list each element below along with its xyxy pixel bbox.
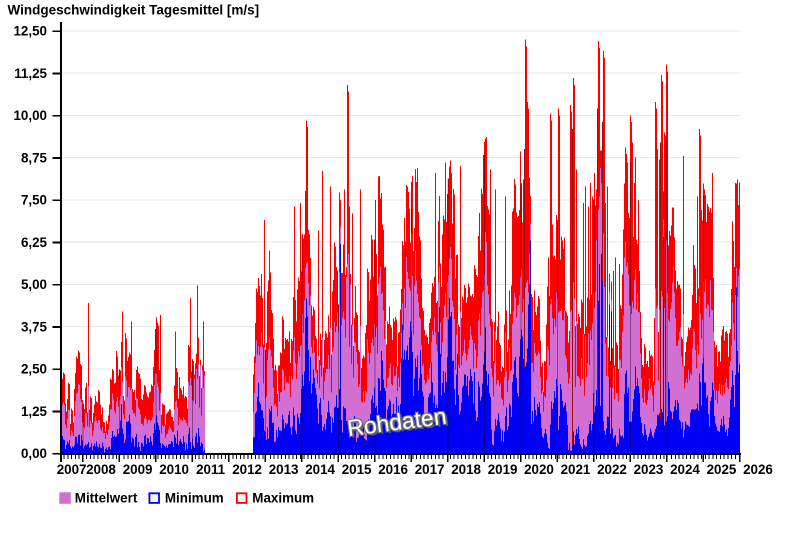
svg-text:2021: 2021 bbox=[561, 462, 591, 477]
svg-text:2017: 2017 bbox=[415, 462, 445, 477]
svg-text:2016: 2016 bbox=[378, 462, 408, 477]
svg-text:Minimum: Minimum bbox=[165, 491, 224, 506]
svg-text:2008: 2008 bbox=[86, 462, 116, 477]
svg-text:2015: 2015 bbox=[342, 462, 372, 477]
svg-text:2011: 2011 bbox=[196, 462, 226, 477]
svg-text:11,25: 11,25 bbox=[14, 66, 47, 81]
svg-text:Maximum: Maximum bbox=[252, 491, 314, 506]
svg-text:2022: 2022 bbox=[597, 462, 627, 477]
svg-text:Mittelwert: Mittelwert bbox=[75, 491, 138, 506]
svg-text:10,00: 10,00 bbox=[13, 108, 47, 123]
svg-text:2025: 2025 bbox=[707, 462, 737, 477]
svg-text:8,75: 8,75 bbox=[21, 150, 48, 165]
svg-text:2012: 2012 bbox=[232, 462, 262, 477]
svg-text:2007: 2007 bbox=[57, 462, 87, 477]
svg-text:2020: 2020 bbox=[524, 462, 554, 477]
svg-text:2019: 2019 bbox=[488, 462, 518, 477]
svg-text:7,50: 7,50 bbox=[21, 193, 47, 208]
svg-text:2018: 2018 bbox=[451, 462, 481, 477]
svg-text:Windgeschwindigkeit Tagesmitte: Windgeschwindigkeit Tagesmittel [m/s] bbox=[8, 3, 260, 18]
svg-text:1,25: 1,25 bbox=[21, 404, 48, 419]
svg-text:2013: 2013 bbox=[269, 462, 299, 477]
svg-text:2026: 2026 bbox=[743, 462, 773, 477]
svg-text:12,50: 12,50 bbox=[13, 24, 47, 39]
svg-text:5,00: 5,00 bbox=[21, 277, 47, 292]
svg-text:2,50: 2,50 bbox=[21, 362, 47, 377]
svg-text:3,75: 3,75 bbox=[21, 319, 48, 334]
svg-text:6,25: 6,25 bbox=[21, 235, 48, 250]
svg-text:0,00: 0,00 bbox=[21, 446, 47, 461]
svg-text:2023: 2023 bbox=[634, 462, 664, 477]
svg-text:2010: 2010 bbox=[159, 462, 189, 477]
svg-text:2024: 2024 bbox=[670, 462, 700, 477]
svg-text:2009: 2009 bbox=[123, 462, 153, 477]
svg-text:2014: 2014 bbox=[305, 462, 335, 477]
